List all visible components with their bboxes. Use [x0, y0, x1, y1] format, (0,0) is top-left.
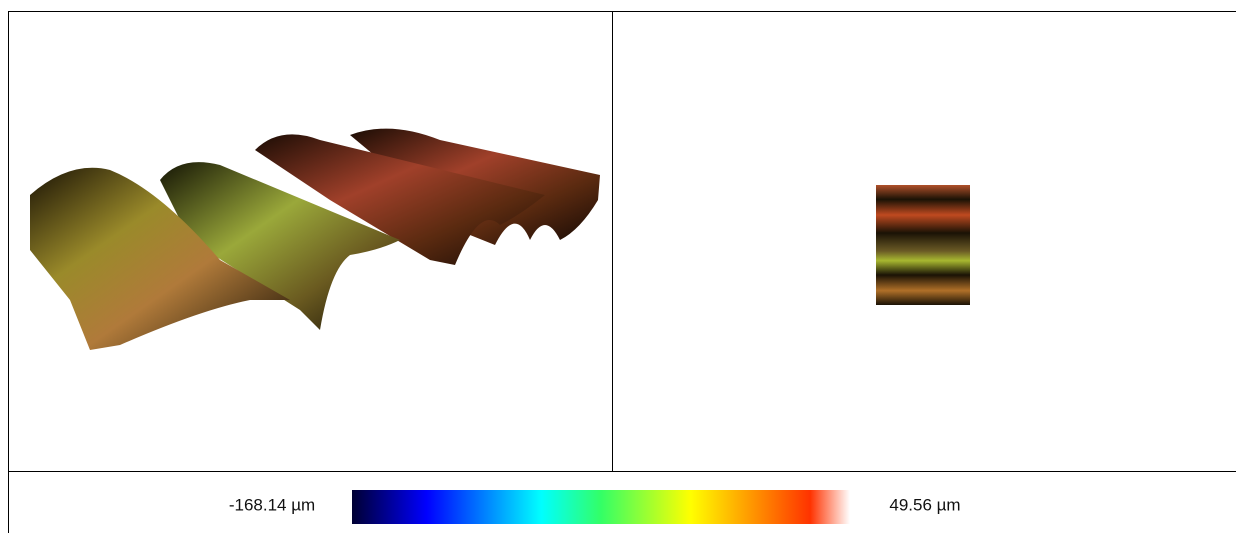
- surface-2d-view: [876, 185, 970, 305]
- scale-min-label: -168.14 µm: [229, 495, 315, 514]
- scale-max-label: 49.56 µm: [889, 495, 960, 514]
- surface-3d-view: [30, 128, 600, 350]
- color-bar: [352, 490, 850, 524]
- frame: [8, 11, 1236, 533]
- color-scale: -168.14 µm 49.56 µm: [229, 490, 961, 524]
